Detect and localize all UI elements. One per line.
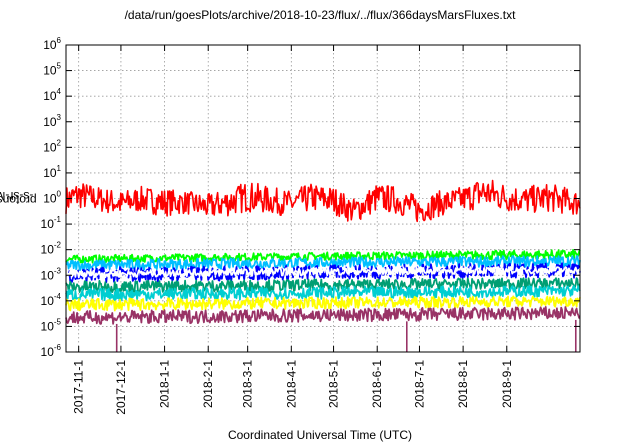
series-line-3: [65, 254, 581, 272]
x-axis-label: Coordinated Universal Time (UTC): [227, 428, 413, 442]
chart-title: /data/run/goesPlots/archive/2018-10-23/f…: [124, 8, 516, 22]
y-tick-label: 103: [43, 113, 61, 129]
y-tick-label: 10-5: [41, 317, 62, 333]
x-tick-label: 2018-1-1: [158, 360, 172, 408]
y-tick-label: 101: [43, 164, 61, 180]
series-line-6: [65, 277, 581, 294]
x-tick-label: 2017-11-1: [72, 360, 86, 414]
y-tick-label: 106: [43, 36, 61, 52]
y-tick-label: 104: [43, 87, 61, 103]
x-tick-label: 2018-5-1: [327, 360, 341, 408]
x-tick-label: 2018-2-1: [201, 360, 215, 408]
series-line-9: [65, 305, 581, 325]
x-tick-label: 2018-9-1: [500, 360, 514, 408]
series-line-7: [65, 285, 581, 302]
y-tick-label: 10-4: [41, 292, 62, 308]
y-tick-label: 10-1: [41, 215, 62, 231]
x-tick-label: 2018-7-1: [412, 360, 426, 408]
series-line-2: [65, 248, 581, 264]
series-line-5: [65, 265, 581, 279]
y-tick-label: 105: [43, 62, 61, 78]
y-tick-label: 10-2: [41, 241, 62, 257]
x-tick-label: 2018-3-1: [241, 360, 255, 408]
x-tick-label: 2018-6-1: [370, 360, 384, 408]
y-tick-label: 100: [43, 190, 61, 206]
y-tick-label: 10-6: [41, 343, 62, 359]
series-group: [65, 179, 581, 352]
x-tick-label: 2018-4-1: [284, 360, 298, 408]
y-tick-label: 10-3: [41, 266, 62, 282]
x-tick-label: 2017-12-1: [114, 360, 128, 415]
series-line-8: [65, 295, 581, 312]
series-line-1: [65, 179, 581, 223]
x-tick-label: 2018-8-1: [456, 360, 470, 408]
y-tick-label: 102: [43, 138, 61, 154]
